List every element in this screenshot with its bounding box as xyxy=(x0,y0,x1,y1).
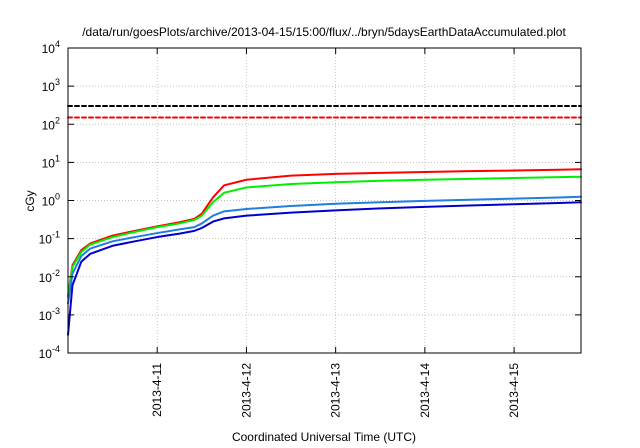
chart-title: /data/run/goesPlots/archive/2013-04-15/1… xyxy=(82,25,566,39)
y-tick-label: 101 xyxy=(42,153,60,170)
plot-frame xyxy=(67,47,582,354)
x-tick-label: 2013-4-14 xyxy=(418,363,432,418)
series-line-2 xyxy=(67,175,582,298)
y-tick-label: 10-4 xyxy=(39,344,60,361)
y-axis-label: cGy xyxy=(23,190,37,211)
y-tick-label: 100 xyxy=(42,192,60,209)
x-tick-label: 2013-4-13 xyxy=(329,363,343,418)
y-tick-label: 104 xyxy=(42,39,60,56)
y-tick-label: 102 xyxy=(42,115,60,132)
y-tick-label: 10-1 xyxy=(39,230,60,247)
y-tick-label: 10-2 xyxy=(39,268,60,285)
x-ticks: 2013-4-11 2013-4-12 2013-4-13 2013-4-14 2013… xyxy=(150,48,521,418)
series-line-3 xyxy=(67,195,582,305)
series-line-1 xyxy=(67,168,582,298)
y-tick-label: 10-3 xyxy=(39,306,60,323)
x-axis-label: Coordinated Universal Time (UTC) xyxy=(232,430,416,444)
series-line-4 xyxy=(67,201,582,336)
y-tick-label: 103 xyxy=(42,77,60,94)
series-group xyxy=(67,105,582,336)
x-tick-label: 2013-4-12 xyxy=(239,363,253,418)
grid xyxy=(68,47,581,354)
x-tick-label: 2013-4-15 xyxy=(507,363,521,418)
y-ticks: 10-4 10-3 10-2 10-1 100 101 102 103 104 xyxy=(39,39,581,361)
x-tick-label: 2013-4-11 xyxy=(150,363,164,417)
